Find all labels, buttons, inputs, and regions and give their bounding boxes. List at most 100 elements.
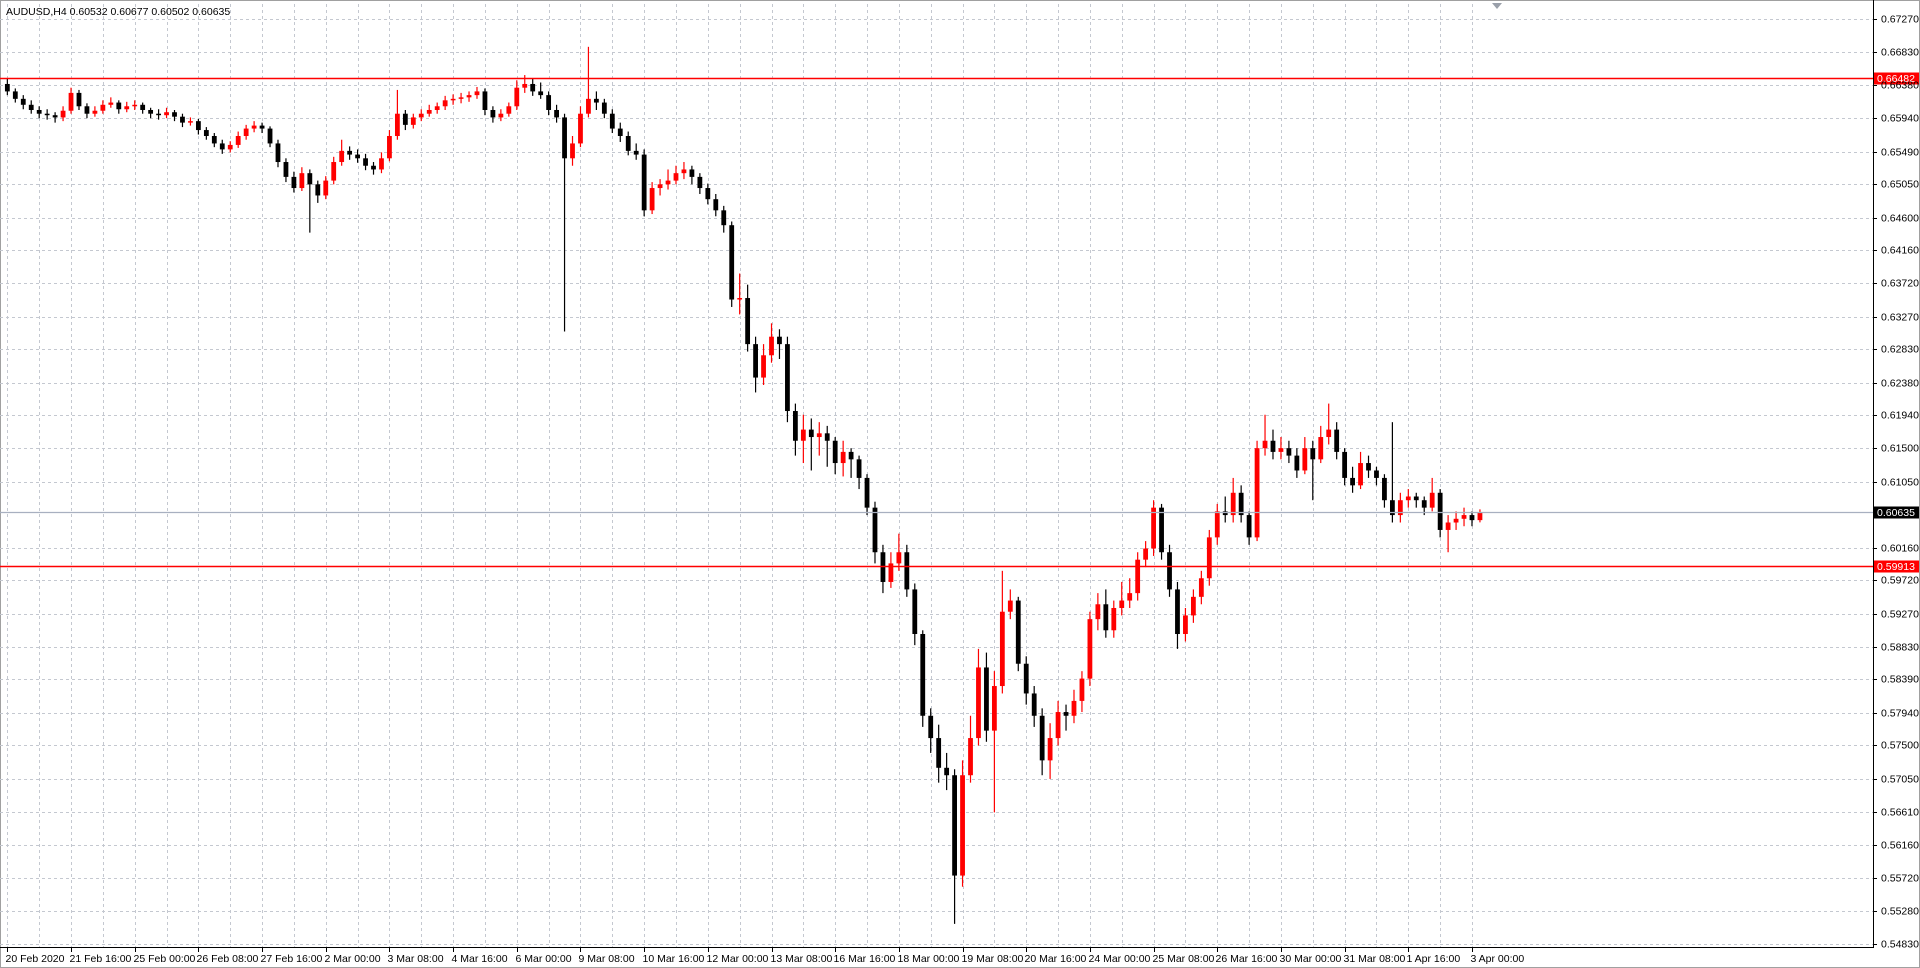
y-tick-label: 0.57050 <box>1881 773 1919 785</box>
hline-price-box <box>1874 72 1919 85</box>
candle-body <box>522 83 528 88</box>
candle-body <box>1230 492 1236 516</box>
candle-body <box>1262 440 1268 449</box>
candle-body <box>1318 437 1324 460</box>
candle-body <box>816 433 822 438</box>
candle-body <box>1342 451 1348 478</box>
candle-body <box>203 130 209 137</box>
y-tick-label: 0.65050 <box>1881 178 1919 190</box>
candle-body <box>474 91 480 96</box>
candle-body <box>1039 715 1045 761</box>
x-tick-label: 3 Apr 00:00 <box>1471 953 1525 965</box>
y-tick-label: 0.61940 <box>1881 409 1919 421</box>
candle-body <box>538 91 544 96</box>
candle-body <box>1063 712 1069 716</box>
candle-body <box>235 136 241 145</box>
candle-body <box>721 210 727 226</box>
candle-body <box>1143 548 1149 560</box>
candle-body <box>410 117 416 125</box>
candle-body <box>1214 511 1220 538</box>
y-tick-label: 0.67270 <box>1881 13 1919 25</box>
candle-body <box>132 104 138 107</box>
y-tick-label: 0.56610 <box>1881 806 1919 818</box>
candle-body <box>1302 448 1308 471</box>
candle-body <box>792 411 798 441</box>
candle-body <box>1334 429 1340 452</box>
candle-body <box>12 91 18 99</box>
candle-body <box>777 336 782 345</box>
candle-body <box>1310 448 1316 460</box>
symbol: AUDUSD,H4 <box>6 6 67 18</box>
candle-body <box>315 184 321 196</box>
candle-body <box>1175 589 1180 635</box>
candle-body <box>928 715 934 739</box>
hline-price-label: 0.66482 <box>1877 73 1915 85</box>
x-tick-label: 25 Feb 00:00 <box>134 953 196 965</box>
candle-body <box>100 104 106 111</box>
candle-body <box>1413 496 1419 501</box>
candle-body <box>864 477 870 508</box>
candle-body <box>1445 522 1451 530</box>
y-tick-label: 0.59270 <box>1881 608 1919 620</box>
candle-body <box>275 143 281 163</box>
y-tick-label: 0.63270 <box>1881 311 1919 323</box>
candle-body <box>426 109 432 114</box>
close-value: 0.60635 <box>192 6 230 18</box>
candle-body <box>1477 512 1483 521</box>
candle-body <box>657 184 663 189</box>
candle-body <box>195 121 201 131</box>
candle-body <box>450 98 456 101</box>
x-tick-label: 10 Mar 16:00 <box>643 953 705 965</box>
candle-body <box>745 298 751 345</box>
x-tick-label: 19 Mar 08:00 <box>962 953 1024 965</box>
hline-price-label: 0.59913 <box>1877 561 1915 573</box>
candle-body <box>243 128 249 137</box>
candle-body <box>1095 604 1101 620</box>
candle-body <box>283 162 289 177</box>
y-tick-label: 0.61050 <box>1881 476 1919 488</box>
candle-body <box>625 136 631 151</box>
candle-body <box>761 355 766 378</box>
candle-body <box>785 344 790 412</box>
candle-body <box>984 667 989 731</box>
candle-body <box>1190 596 1196 616</box>
candle-body <box>1326 429 1332 438</box>
candle-body <box>1007 600 1013 612</box>
y-tick-label: 0.62380 <box>1881 377 1919 389</box>
candle-body <box>1469 515 1475 521</box>
candle-body <box>307 173 313 185</box>
candle-body <box>824 433 830 441</box>
candle-body <box>872 507 878 553</box>
candle-body <box>20 98 26 105</box>
candle-body <box>1183 615 1188 635</box>
open-value: 0.60532 <box>70 6 108 18</box>
candle-body <box>840 451 846 464</box>
candle-body <box>482 91 488 110</box>
y-tick-label: 0.58830 <box>1881 641 1919 653</box>
candle-body <box>1366 463 1371 471</box>
candle-body <box>649 188 655 211</box>
candle-body <box>976 667 981 739</box>
candle-body <box>36 109 42 114</box>
candle-body <box>1135 559 1141 594</box>
current-price-box <box>1874 506 1919 519</box>
candle-body <box>1055 712 1061 739</box>
candle-body <box>729 225 735 300</box>
candle-body <box>331 162 337 181</box>
candle-body <box>912 589 918 635</box>
candle-body <box>1437 492 1443 530</box>
candle-body <box>888 563 894 582</box>
candle-body <box>506 106 512 114</box>
candle-body <box>1087 619 1093 679</box>
candle-body <box>1374 470 1379 478</box>
x-tick-label: 30 Mar 00:00 <box>1280 953 1342 965</box>
candle-body <box>1461 515 1467 519</box>
candle-body <box>1167 552 1172 590</box>
candle-body <box>713 199 719 211</box>
candle-body <box>920 634 926 716</box>
candle-body <box>490 109 496 118</box>
y-tick-label: 0.57940 <box>1881 707 1919 719</box>
candle-body <box>617 128 623 137</box>
candle-body <box>116 102 122 110</box>
